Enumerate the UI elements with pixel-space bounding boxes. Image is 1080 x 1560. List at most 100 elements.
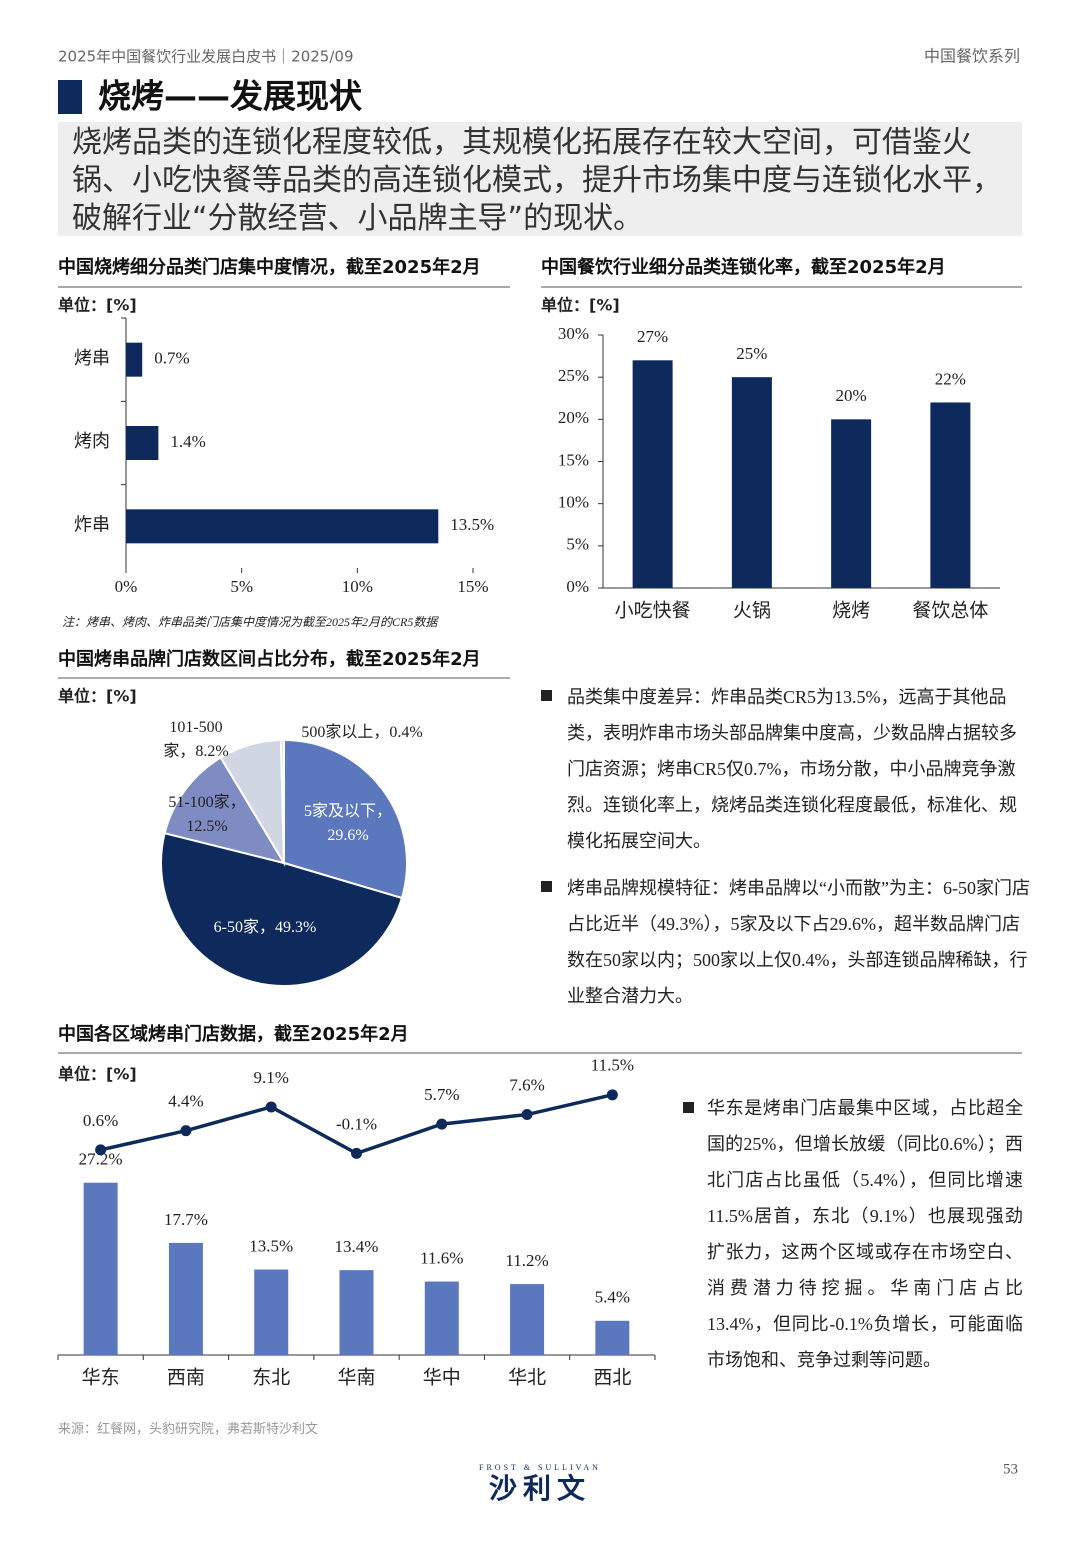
bullet-marker [541,881,552,892]
title-marker [58,80,82,114]
value-label: 0.7% [154,349,189,368]
bar [595,1320,630,1355]
x-tick-label: 0% [115,577,138,596]
bar [930,402,971,588]
x-tick-label: 华北 [508,1366,546,1388]
unit: 单位：[%] [58,687,137,706]
source: 来源：红餐网，头豹研究院，弗若斯特沙利文 [58,1421,318,1436]
bar [424,1281,459,1355]
x-tick-label: 火锅 [733,599,771,621]
value-label: 27.2% [79,1150,123,1169]
x-tick-label: 小吃快餐 [615,599,691,621]
x-tick-label: 餐饮总体 [912,599,988,621]
header-right: 中国餐饮系列 [924,47,1020,66]
value-label: 17.7% [164,1210,208,1229]
x-tick-label: 华中 [423,1366,461,1388]
bar [731,377,772,588]
bar [254,1269,289,1355]
slice-label: 101-500家，8.2% [163,719,229,760]
value-label: 11.5% [591,1056,634,1075]
summary: 烧烤品类的连锁化程度较低，其规模化拓展存在较大空间，可借鉴火锅、小吃快餐等品类的… [72,125,1002,236]
bullet: 华东是烤串门店最集中区域，占比超全国的25%，但增长放缓（同比0.6%）；西北门… [707,1098,1023,1370]
value-label: 20% [836,386,867,405]
pie-slice [163,756,287,865]
x-tick-label: 烧烤 [832,599,870,621]
value-label: -0.1% [336,1114,377,1133]
chart-title: 中国烤串品牌门店数区间占比分布，截至2025年2月 [58,648,481,670]
bar [831,419,872,588]
slice-label: 6-50家，49.3% [213,919,317,936]
page-title: 烧烤——发展现状 [98,77,363,116]
logo-small: FROST & SULLIVAN [479,1463,601,1472]
y-tick-label: 20% [558,408,589,427]
x-tick-label: 5% [230,577,253,596]
y-tick-label: 烤肉 [74,431,110,451]
value-label: 5.7% [424,1085,459,1104]
y-tick-label: 25% [558,366,589,385]
value-label: 7.6% [509,1075,544,1094]
page-number: 53 [1003,1461,1018,1477]
value-label: 11.2% [505,1251,548,1270]
line-marker [521,1109,533,1121]
chart-title: 中国烧烤细分品类门店集中度情况，截至2025年2月 [58,256,481,278]
line-marker [351,1147,362,1159]
unit: 单位：[%] [58,296,137,315]
bar [126,509,439,544]
pie-slice [283,738,408,900]
pie-slice [279,738,285,864]
value-label: 9.1% [254,1068,289,1087]
value-label: 0.6% [83,1111,118,1130]
value-label: 25% [736,344,767,363]
bar [168,1242,203,1355]
x-tick-label: 西北 [593,1366,631,1388]
x-tick-label: 华南 [337,1366,375,1388]
summary-box [58,122,1022,236]
y-tick-label: 炸串 [74,514,110,534]
bar [510,1284,545,1355]
y-tick-label: 烤串 [74,348,110,368]
value-label: 5.4% [595,1288,630,1307]
bullet: 品类集中度差异：炸串品类CR5为13.5%，远高于其他品类，表明炸串市场头部品牌… [567,687,1017,851]
line-marker [436,1118,448,1130]
y-tick-label: 0% [566,577,589,596]
slice-label: 500家以上，0.4% [301,724,423,741]
unit: 单位：[%] [541,296,620,315]
chart-title: 中国餐饮行业细分品类连锁化率，截至2025年2月 [541,256,946,278]
bullet-marker [541,690,552,701]
bar [632,360,673,588]
value-label: 22% [935,369,966,388]
slice-label: 51-100家，12.5% [168,794,246,835]
value-label: 27% [637,327,668,346]
y-tick-label: 10% [558,493,589,512]
x-tick-label: 东北 [252,1366,290,1388]
line-marker [265,1101,277,1113]
chart-title: 中国各区域烤串门店数据，截至2025年2月 [58,1023,409,1045]
unit: 单位：[%] [58,1065,137,1084]
y-tick-label: 30% [558,324,589,343]
line-marker [95,1144,107,1156]
logo: 沙利文 [489,1472,591,1505]
value-label: 4.4% [168,1092,203,1111]
x-tick-label: 华东 [82,1366,120,1388]
value-label: 1.4% [170,432,205,451]
x-tick-label: 15% [457,577,488,596]
value-label: 13.4% [335,1237,379,1256]
bullet-marker [683,1102,694,1113]
line-marker [606,1089,618,1101]
bullet: 烤串品牌规模特征：烤串品牌以“小而散”为主：6-50家门店占比近半（49.3%）… [567,878,1030,1006]
bar [126,342,143,377]
bar [339,1270,374,1355]
slice-label: 5家及以下，29.6% [303,803,392,844]
y-tick-label: 15% [558,450,589,469]
value-label: 13.5% [249,1236,293,1255]
value-label: 11.6% [420,1248,463,1267]
chart-note: 注：烤串、烤肉、炸串品类门店集中度情况为截至2025年2月的CR5数据 [62,615,439,629]
header-left: 2025年中国餐饮行业发展白皮书｜2025/09 [58,48,354,66]
line-marker [180,1125,192,1137]
bar [83,1182,118,1355]
y-tick-label: 5% [566,535,589,554]
x-tick-label: 10% [342,577,373,596]
pie-slice [160,831,404,987]
